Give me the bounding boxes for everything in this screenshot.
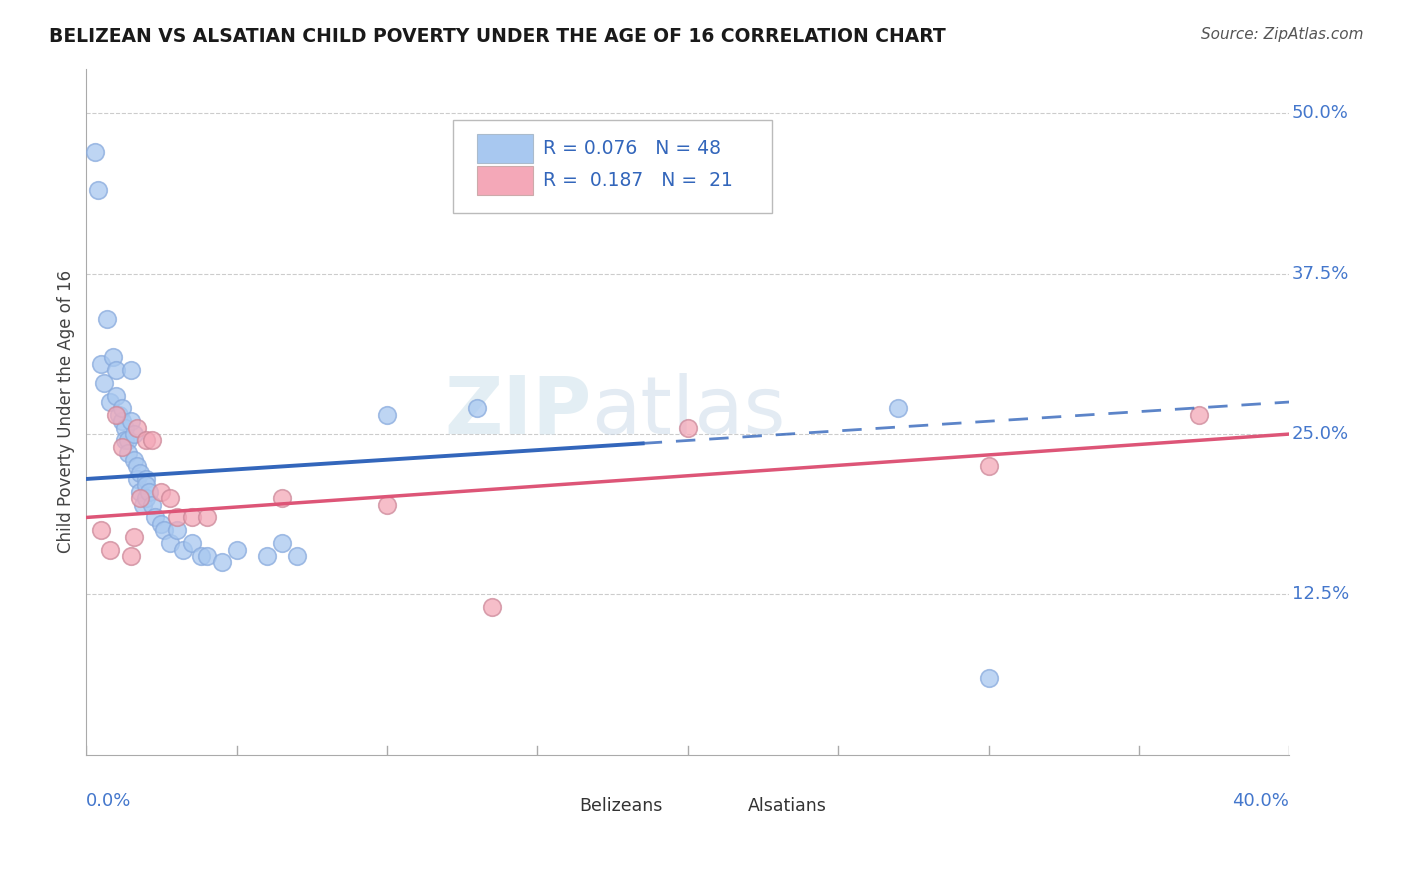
Point (108, 408, 131, 422)
Y-axis label: Child Poverty Under the Age of 16: Child Poverty Under the Age of 16 (58, 270, 75, 553)
Point (117, 446, 139, 460)
Point (195, 510, 218, 524)
Point (117, 434, 139, 448)
Point (114, 434, 136, 448)
Point (105, 363, 128, 377)
Point (103, 350, 125, 364)
Point (127, 472, 149, 486)
Point (129, 466, 152, 480)
Text: 37.5%: 37.5% (1292, 265, 1348, 283)
Point (135, 434, 157, 448)
Text: 50.0%: 50.0% (1292, 104, 1348, 122)
Point (90, 357, 112, 371)
Point (120, 549, 142, 563)
Point (887, 401, 910, 416)
Point (141, 498, 163, 512)
Text: 0.0%: 0.0% (86, 792, 132, 811)
Point (180, 510, 202, 524)
Point (159, 491, 181, 506)
FancyBboxPatch shape (477, 166, 533, 194)
Point (93, 376, 115, 390)
Point (111, 401, 134, 416)
Point (135, 478, 157, 492)
FancyBboxPatch shape (453, 120, 772, 212)
Text: Source: ZipAtlas.com: Source: ZipAtlas.com (1201, 27, 1364, 42)
Point (111, 414, 134, 428)
Point (166, 523, 188, 537)
Point (256, 549, 278, 563)
Point (138, 484, 160, 499)
Point (285, 549, 308, 563)
Text: Belizeans: Belizeans (579, 797, 662, 814)
Point (166, 510, 188, 524)
Text: 25.0%: 25.0% (1292, 425, 1348, 443)
Text: Alsatians: Alsatians (748, 797, 827, 814)
FancyBboxPatch shape (710, 797, 744, 814)
Point (129, 491, 152, 506)
Text: BELIZEAN VS ALSATIAN CHILD POVERTY UNDER THE AGE OF 16 CORRELATION CHART: BELIZEAN VS ALSATIAN CHILD POVERTY UNDER… (49, 27, 946, 45)
Point (135, 472, 157, 486)
Point (195, 549, 218, 563)
Point (150, 484, 173, 499)
Text: ZIP: ZIP (444, 373, 592, 450)
FancyBboxPatch shape (477, 134, 533, 162)
Point (105, 388, 128, 402)
Point (1188, 408, 1211, 422)
Point (98, 542, 121, 557)
Point (96, 311, 118, 326)
Point (159, 536, 181, 550)
Point (120, 363, 142, 377)
Point (132, 498, 155, 512)
Point (124, 452, 146, 467)
Point (375, 498, 398, 512)
FancyBboxPatch shape (541, 797, 576, 814)
Point (135, 491, 157, 506)
Point (180, 536, 202, 550)
Point (127, 420, 149, 434)
Point (129, 484, 152, 499)
Point (87, 183, 110, 197)
Point (676, 420, 699, 434)
Point (141, 434, 163, 448)
Point (225, 542, 247, 557)
Text: R =  0.187   N =  21: R = 0.187 N = 21 (544, 171, 734, 190)
Point (98, 395, 121, 409)
Point (120, 414, 142, 428)
Point (481, 600, 503, 615)
Point (153, 523, 176, 537)
Point (105, 408, 128, 422)
Point (211, 555, 233, 569)
Point (977, 459, 1000, 474)
Point (111, 440, 134, 454)
Point (270, 536, 292, 550)
Point (127, 459, 149, 474)
Point (90, 523, 112, 537)
Point (977, 671, 1000, 685)
Point (150, 516, 173, 531)
Point (270, 491, 292, 506)
Point (190, 549, 212, 563)
Text: atlas: atlas (592, 373, 786, 450)
Point (84, 145, 107, 159)
Text: 40.0%: 40.0% (1233, 792, 1289, 811)
Point (465, 401, 488, 416)
Point (124, 530, 146, 544)
Point (375, 408, 398, 422)
Point (114, 420, 136, 434)
Text: 12.5%: 12.5% (1292, 585, 1348, 603)
Point (124, 427, 146, 442)
Text: R = 0.076   N = 48: R = 0.076 N = 48 (544, 138, 721, 158)
Point (145, 510, 167, 524)
Point (172, 542, 194, 557)
